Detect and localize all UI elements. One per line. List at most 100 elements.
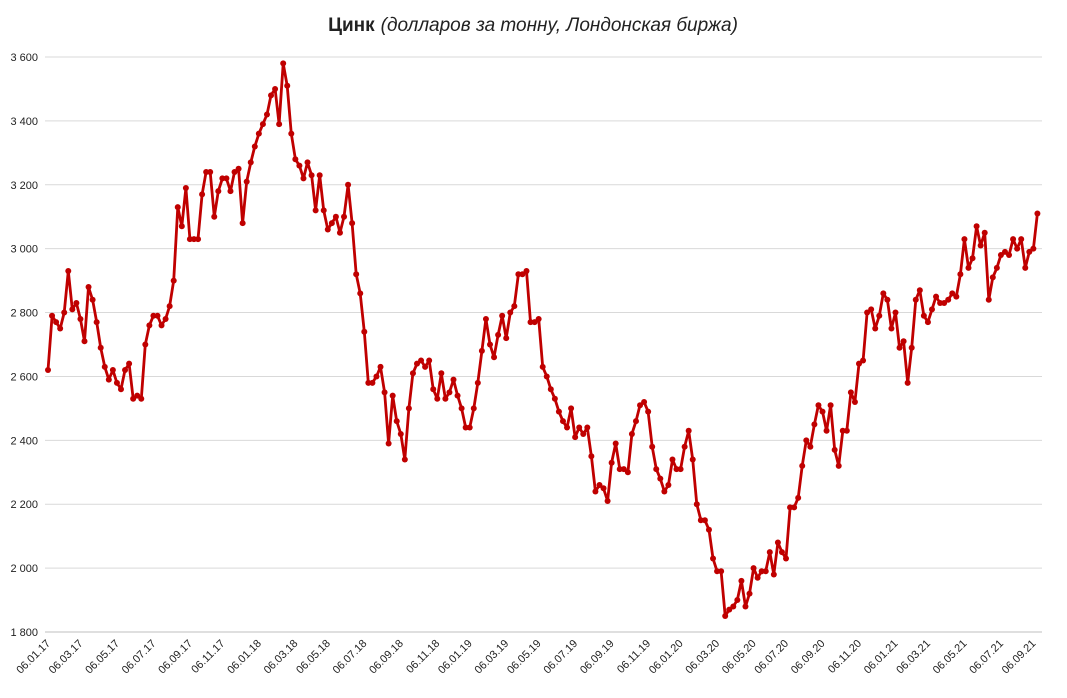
data-point [77,315,84,322]
data-point [803,437,810,444]
data-point [81,338,88,345]
data-point [268,92,275,99]
y-tick-label: 2 600 [10,371,38,383]
data-point [920,312,927,319]
data-point [263,111,270,118]
data-point [811,421,818,428]
data-point [584,424,591,431]
data-point [434,395,441,402]
data-point [572,434,579,441]
data-point [243,178,250,185]
y-tick-label: 3 200 [10,180,38,192]
data-point [105,376,112,383]
data-point [170,277,177,284]
data-point [880,290,887,297]
data-point [555,408,562,415]
data-point [418,357,425,364]
data-point [997,252,1004,259]
data-point [596,482,603,489]
data-point [868,306,875,313]
data-point [495,331,502,338]
data-point [953,293,960,300]
data-point [580,430,587,437]
data-point [908,344,915,351]
data-point [965,264,972,271]
y-tick-label: 3 000 [10,244,38,256]
data-point [551,395,558,402]
data-point [409,370,416,377]
data-point [284,82,291,89]
data-point [53,319,60,326]
data-point [154,312,161,319]
data-point [592,488,599,495]
data-point [353,271,360,278]
data-point [892,309,899,316]
data-point [762,568,769,575]
data-point [653,466,660,473]
data-point [182,184,189,191]
data-point [280,60,287,67]
data-point [649,443,656,450]
data-point [361,328,368,335]
data-point [377,363,384,370]
data-point [247,159,254,166]
data-point [588,453,595,460]
data-point [531,319,538,326]
data-point [215,188,222,195]
data-point [523,268,530,275]
data-point [207,169,214,175]
data-point [641,399,648,405]
data-point [1006,252,1013,259]
data-point [851,399,858,405]
data-point [223,175,230,182]
data-point [174,204,181,211]
data-point [726,606,733,613]
data-point [876,312,883,319]
data-point [430,386,437,393]
data-point [819,408,826,415]
y-tick-label: 1 800 [10,627,38,639]
data-point [689,456,696,463]
data-point [981,229,988,236]
data-point [904,379,911,386]
data-point [389,392,396,399]
data-point [916,287,923,294]
data-point [117,386,124,393]
data-point [734,597,741,604]
data-point [969,255,976,262]
data-point [442,395,449,402]
data-point [1030,245,1037,252]
data-point [604,498,611,505]
data-point [645,408,652,415]
data-point [138,395,145,402]
data-point [933,293,940,300]
data-point [791,504,798,511]
data-point [539,363,546,370]
data-point [632,418,639,425]
data-point [847,389,854,396]
data-point [1026,248,1033,255]
data-point [860,357,867,364]
data-point [345,181,352,188]
data-point [503,335,510,342]
data-point [405,405,412,412]
data-point [705,526,712,533]
data-point [693,501,700,508]
data-point [941,299,948,306]
data-point [288,130,295,137]
data-point [491,354,498,361]
data-point [742,603,749,610]
y-tick-label: 2 800 [10,308,38,320]
data-point [324,226,331,233]
data-point [831,446,838,453]
data-point [815,402,822,409]
data-point [766,549,773,556]
data-point [973,223,980,230]
data-point [332,213,339,220]
data-point [158,322,165,329]
data-point [961,236,968,243]
data-point [1014,245,1021,252]
data-point [945,296,952,303]
data-point [73,299,80,306]
data-point [414,360,421,367]
